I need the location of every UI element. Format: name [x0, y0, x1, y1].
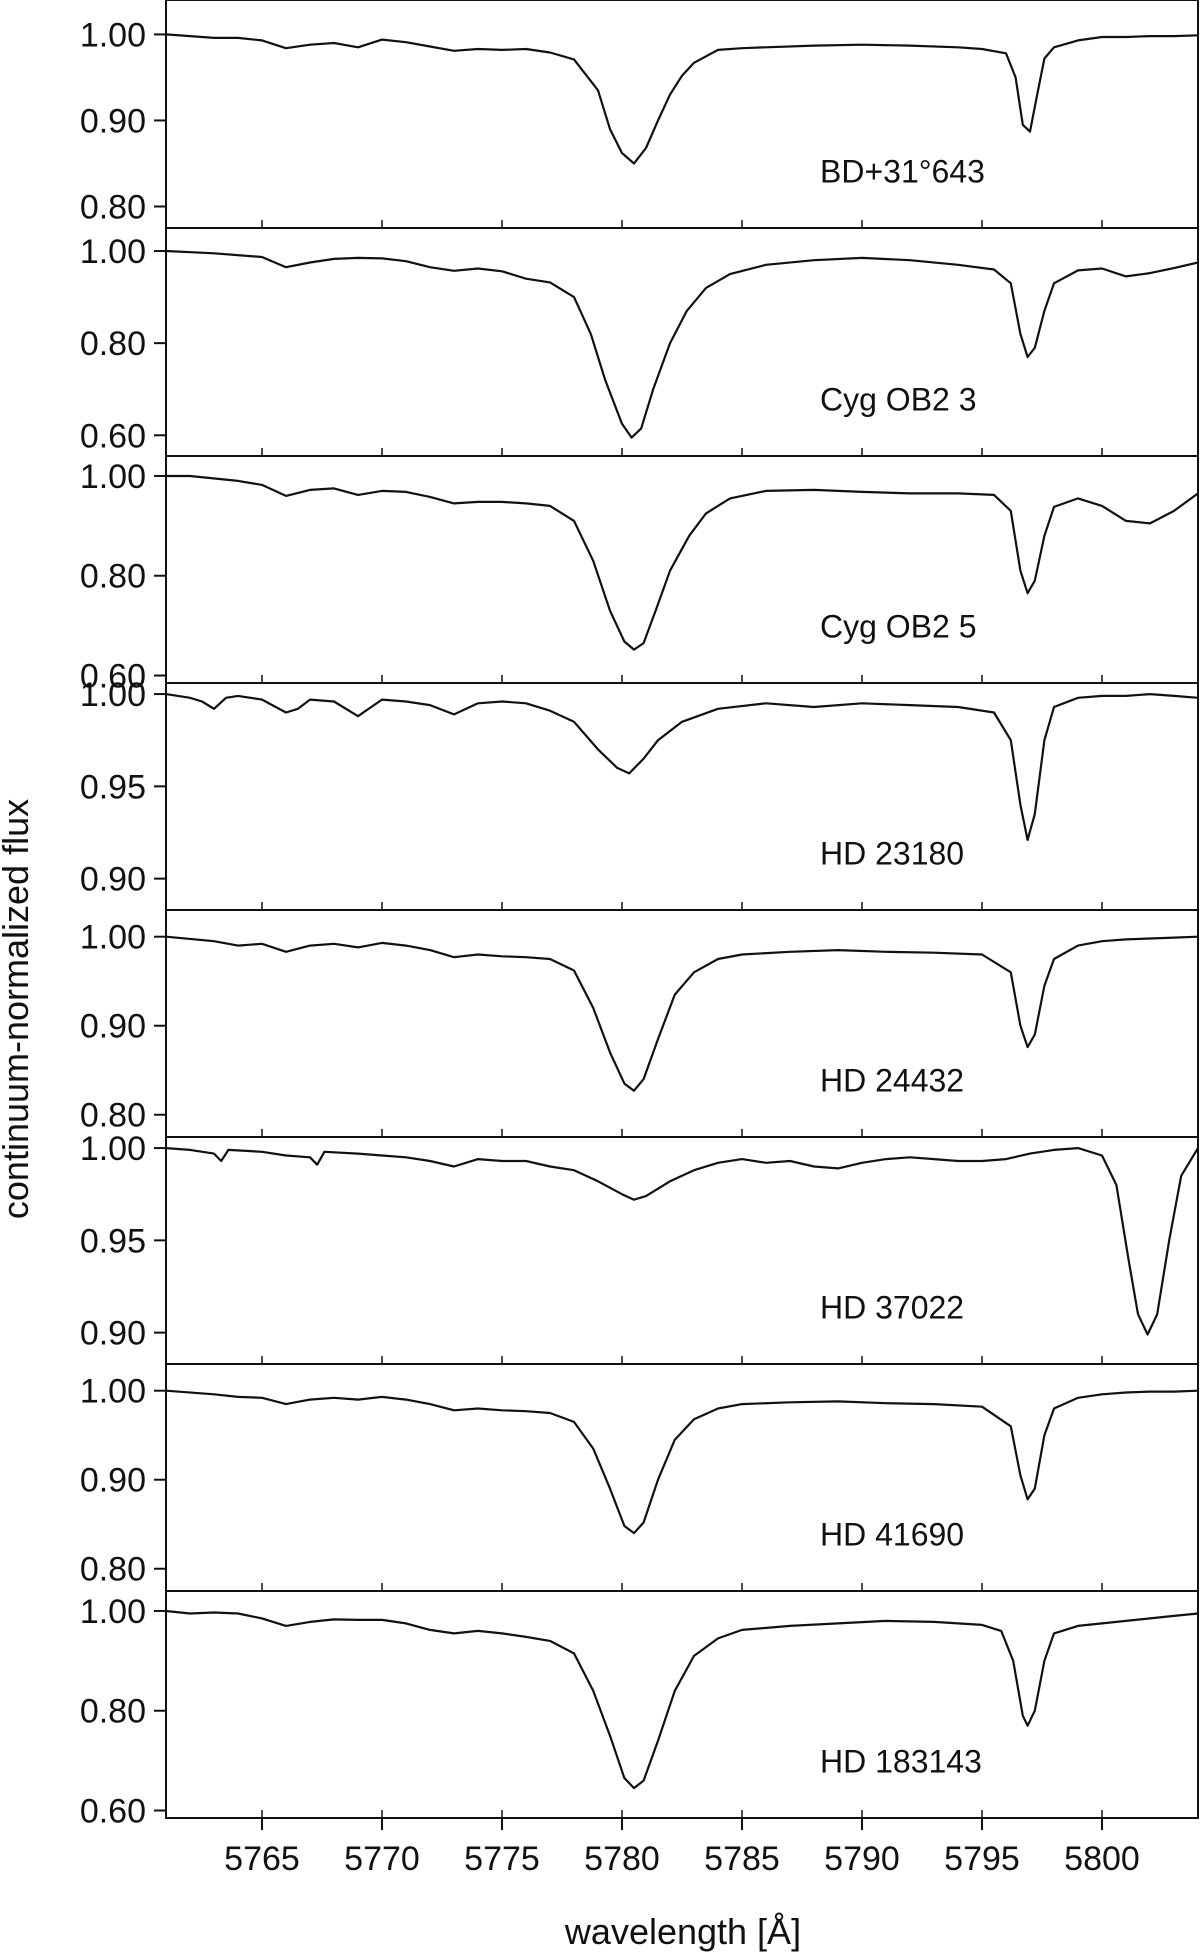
y-tick-label: 0.90: [80, 102, 146, 140]
panel-2: 0.60 0.80 1.00 Cyg OB2 3: [80, 227, 1199, 457]
panel-8: 0.60 0.80 1.00 HD 183143: [80, 1590, 1199, 1831]
y-tick-label: 0.80: [80, 1551, 146, 1589]
star-label: HD 37022: [820, 1290, 964, 1326]
y-tick-label: 1.00: [80, 1373, 146, 1411]
x-tick-label: 5795: [944, 1840, 1020, 1878]
panel-frame: [165, 682, 1199, 911]
y-tick-label: 0.80: [80, 1693, 146, 1731]
y-tick-label: 0.80: [80, 188, 146, 226]
y-tick-label: 1.00: [80, 676, 146, 714]
spectrum-line: [165, 33, 1199, 165]
y-tick-label: 1.00: [80, 233, 146, 271]
y-tick-label: 0.60: [80, 658, 146, 696]
x-axis-title: wavelength [Å]: [564, 1911, 801, 1952]
star-label: HD 41690: [820, 1517, 964, 1553]
panel-7: 0.80 0.90 1.00 HD 41690: [80, 1363, 1199, 1592]
y-tick-label: 0.60: [80, 417, 146, 455]
y-tick-label: 0.90: [80, 1315, 146, 1353]
y-tick-label: 1.00: [80, 919, 146, 957]
x-tick-label: 5770: [344, 1840, 420, 1878]
star-label: Cyg OB2 3: [820, 381, 977, 417]
y-tick-label: 1.00: [80, 1593, 146, 1631]
spectrum-line: [165, 1389, 1199, 1535]
y-tick-label: 1.00: [80, 458, 146, 496]
y-axis-title: continuum-normalized flux: [0, 799, 36, 1219]
star-label: Cyg OB2 5: [820, 609, 977, 645]
y-tick-label: 0.80: [80, 558, 146, 596]
spectrum-line: [165, 693, 1199, 841]
star-label: BD+31°643: [820, 153, 985, 189]
x-tick-label: 5790: [824, 1840, 900, 1878]
y-tick-label: 0.60: [80, 1793, 146, 1831]
spectrum-line: [165, 935, 1199, 1092]
x-axis: 5765 5770 5775 5780 5785 5790 5795 5800: [224, 1818, 1140, 1878]
panel-6: 0.90 0.95 1.00 HD 37022: [80, 1130, 1199, 1365]
y-tick-label: 1.00: [80, 1130, 146, 1168]
y-tick-label: 0.90: [80, 1462, 146, 1500]
x-tick-label: 5775: [464, 1840, 540, 1878]
x-tick-label: 5785: [704, 1840, 780, 1878]
y-tick-label: 0.90: [80, 1008, 146, 1046]
panel-frame: [165, 1590, 1199, 1819]
x-tick-label: 5765: [224, 1840, 300, 1878]
y-tick-label: 0.90: [80, 861, 146, 899]
y-tick-label: 0.95: [80, 1222, 146, 1260]
panel-frame: [165, 227, 1199, 457]
star-label: HD 24432: [820, 1063, 964, 1099]
panel-frame: [165, 0, 1199, 229]
panel-4: 0.90 0.95 1.00 HD 23180: [80, 676, 1199, 911]
panel-5: 0.80 0.90 1.00 HD 24432: [80, 909, 1199, 1138]
panel-1: 0.80 0.90 1.00 BD+31°643: [80, 0, 1199, 229]
y-tick-label: 1.00: [80, 16, 146, 54]
spectrum-line: [165, 1147, 1199, 1336]
y-tick-label: 0.80: [80, 325, 146, 363]
spectrum-line: [166, 474, 1199, 651]
spectrum-line: [165, 249, 1199, 439]
y-tick-label: 0.95: [80, 768, 146, 806]
x-tick-label: 5780: [584, 1840, 660, 1878]
panel-3: 0.60 0.80 1.00 Cyg OB2 5: [80, 455, 1199, 696]
x-tick-label: 5800: [1064, 1840, 1140, 1878]
spectrum-line: [165, 1609, 1199, 1790]
star-label: HD 23180: [820, 836, 964, 872]
y-tick-label: 0.80: [80, 1097, 146, 1135]
star-label: HD 183143: [820, 1744, 982, 1780]
panel-frame: [165, 1136, 1199, 1365]
